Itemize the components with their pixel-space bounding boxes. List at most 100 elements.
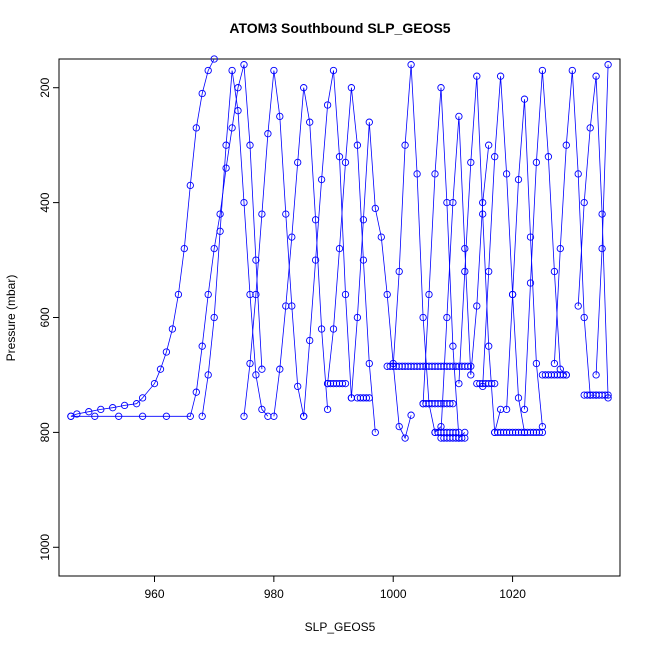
data-point <box>485 141 493 149</box>
data-point <box>514 394 523 402</box>
data-point <box>526 233 535 241</box>
series-18 <box>592 61 612 379</box>
data-point <box>258 405 266 414</box>
data-point <box>476 379 484 388</box>
data-point <box>323 379 332 388</box>
data-point <box>598 210 606 218</box>
data-point <box>156 365 165 373</box>
data-point <box>288 233 296 241</box>
data-point <box>228 124 236 132</box>
data-point <box>222 164 230 172</box>
data-point <box>452 362 460 370</box>
data-point <box>192 124 200 132</box>
series-2 <box>67 61 266 420</box>
series-line <box>458 76 501 433</box>
data-point <box>210 313 218 322</box>
data-point <box>300 84 308 92</box>
series-4 <box>240 66 308 420</box>
data-point <box>186 412 194 420</box>
data-point <box>485 342 493 350</box>
data-point <box>222 141 230 149</box>
data-point <box>198 342 206 350</box>
data-point <box>455 434 463 442</box>
data-point <box>574 302 582 310</box>
data-point <box>294 382 302 391</box>
data-point <box>458 434 466 442</box>
data-point <box>419 362 427 370</box>
data-point <box>562 371 570 379</box>
data-point <box>586 124 594 132</box>
data-point <box>473 302 481 310</box>
data-point <box>395 267 403 276</box>
data-point <box>604 61 612 69</box>
series-line <box>273 87 328 417</box>
data-point <box>538 422 547 431</box>
series-line <box>506 99 543 427</box>
data-point <box>449 400 457 408</box>
cluster-10 <box>580 391 612 399</box>
data-point <box>198 412 206 420</box>
cluster-1 <box>323 379 350 388</box>
data-point <box>538 428 547 437</box>
data-point <box>359 256 368 264</box>
data-point <box>264 130 272 138</box>
series-line <box>440 116 490 433</box>
data-point <box>270 412 278 420</box>
data-point <box>461 428 469 437</box>
data-point <box>120 401 129 410</box>
data-point <box>452 434 460 442</box>
data-point <box>204 371 212 379</box>
data-point <box>491 153 499 161</box>
data-point <box>362 394 371 402</box>
y-axis: 200 400 600 800 1000 <box>38 77 59 561</box>
data-point <box>437 400 445 408</box>
data-point <box>580 313 588 322</box>
data-point <box>186 181 194 190</box>
series-17 <box>574 72 612 402</box>
data-point <box>592 371 600 379</box>
data-point <box>246 359 254 368</box>
x-tick-label: 1000 <box>380 587 407 601</box>
data-point <box>180 244 188 253</box>
data-point <box>341 379 350 388</box>
data-point <box>437 428 445 437</box>
data-point <box>479 210 487 218</box>
data-point <box>294 158 302 167</box>
data-point <box>592 72 600 80</box>
data-point <box>168 325 177 333</box>
data-point <box>443 313 451 322</box>
data-point <box>228 66 236 75</box>
data-point <box>204 66 212 75</box>
data-point <box>532 359 541 368</box>
data-point <box>455 362 463 370</box>
series-line <box>351 122 412 440</box>
data-point <box>270 66 278 75</box>
data-point <box>407 411 415 419</box>
data-point <box>371 428 379 437</box>
series-14 <box>502 95 547 431</box>
data-point <box>437 84 445 92</box>
y-tick-label: 400 <box>38 192 52 212</box>
data-point <box>556 244 564 253</box>
data-point <box>601 391 609 399</box>
series-line <box>303 70 352 417</box>
data-point <box>431 170 439 178</box>
data-point <box>547 371 556 379</box>
data-point <box>473 379 481 388</box>
data-point <box>132 400 141 408</box>
data-point <box>85 408 93 416</box>
series-line <box>482 76 525 433</box>
data-point <box>210 55 218 63</box>
data-point <box>452 428 460 437</box>
series-line <box>70 58 215 417</box>
data-point <box>425 290 433 299</box>
data-point <box>511 428 520 437</box>
data-point <box>559 371 567 379</box>
data-point <box>67 412 75 420</box>
data-point <box>473 72 481 80</box>
data-point <box>419 313 427 322</box>
series-line <box>70 64 263 417</box>
cluster-2 <box>353 394 373 402</box>
data-point <box>210 244 218 253</box>
